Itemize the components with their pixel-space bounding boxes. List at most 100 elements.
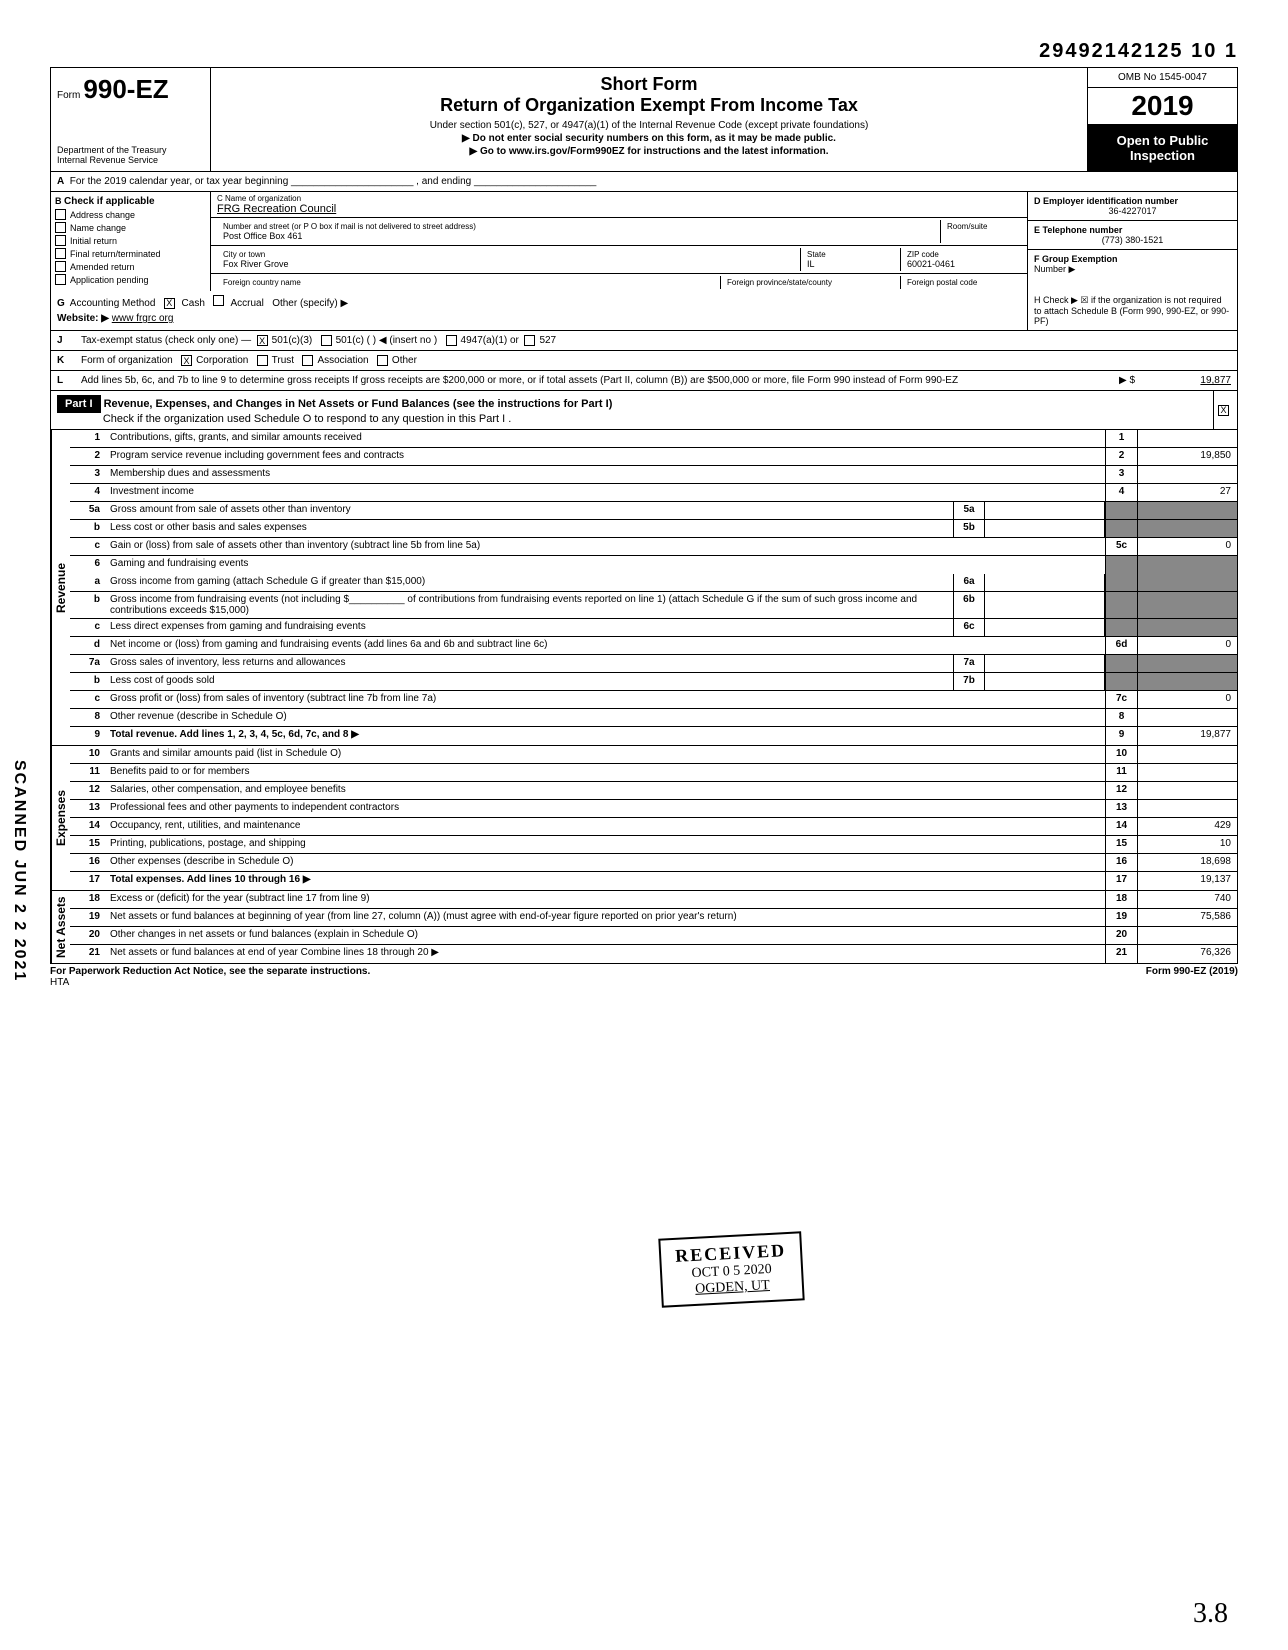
line-3: 3Membership dues and assessments3 xyxy=(70,466,1237,484)
line-13: 13Professional fees and other payments t… xyxy=(70,800,1237,818)
line-5c: cGain or (loss) from sale of assets othe… xyxy=(70,538,1237,556)
L-arrow: ▶ $ xyxy=(1119,375,1135,386)
line-21: 21Net assets or fund balances at end of … xyxy=(70,945,1237,963)
cb-label-0: Address change xyxy=(70,210,135,220)
H-text: H Check ▶ ☒ if the organization is not r… xyxy=(1027,291,1237,330)
room-label: Room/suite xyxy=(947,222,1015,231)
line-16: 16Other expenses (describe in Schedule O… xyxy=(70,854,1237,872)
scanned-stamp: SCANNED JUN 2 2 2021 xyxy=(10,760,28,982)
cb-accrual[interactable] xyxy=(213,295,224,306)
line-2: 2Program service revenue including gover… xyxy=(70,448,1237,466)
cb-name-change[interactable]: Name change xyxy=(55,222,206,233)
org-state: IL xyxy=(807,259,894,269)
col-C: C Name of organization FRG Recreation Co… xyxy=(211,192,1027,291)
K-label: K xyxy=(57,355,73,366)
col-DEF: D Employer identification number36-42270… xyxy=(1027,192,1237,291)
footer-paperwork: For Paperwork Reduction Act Notice, see … xyxy=(50,966,370,977)
title-return: Return of Organization Exempt From Incom… xyxy=(221,95,1077,116)
subtitle-url: ▶ Go to www.irs.gov/Form990EZ for instru… xyxy=(221,146,1077,157)
line-6c: cLess direct expenses from gaming and fu… xyxy=(70,619,1237,637)
header-left: Form 990-EZ Department of the Treasury I… xyxy=(51,68,211,171)
row-A-text: For the 2019 calendar year, or tax year … xyxy=(70,176,597,187)
cb-application-pending[interactable]: Application pending xyxy=(55,274,206,285)
cb-other[interactable] xyxy=(377,355,388,366)
part1-header-row: Part I Revenue, Expenses, and Changes in… xyxy=(50,391,1238,430)
line-10: 10Grants and similar amounts paid (list … xyxy=(70,746,1237,764)
B-label: B xyxy=(55,196,62,206)
row-G-H: G Accounting Method X Cash Accrual Other… xyxy=(50,291,1238,331)
line-12: 12Salaries, other compensation, and empl… xyxy=(70,782,1237,800)
foreign-postal-label: Foreign postal code xyxy=(907,278,1015,287)
L-label: L xyxy=(57,375,73,386)
col-B: B Check if applicable Address change Nam… xyxy=(51,192,211,291)
irs-label: Internal Revenue Service xyxy=(57,155,204,165)
website-label: Website: ▶ xyxy=(57,313,109,324)
org-address: Post Office Box 461 xyxy=(223,231,934,241)
F-number-label: Number ▶ xyxy=(1034,264,1075,274)
J-label: J xyxy=(57,335,73,346)
line-15: 15Printing, publications, postage, and s… xyxy=(70,836,1237,854)
form-header: Form 990-EZ Department of the Treasury I… xyxy=(50,67,1238,172)
line-1: 1Contributions, gifts, grants, and simil… xyxy=(70,430,1237,448)
foreign-country-label: Foreign country name xyxy=(223,278,714,287)
form-prefix: Form xyxy=(57,90,80,101)
header-title-block: Short Form Return of Organization Exempt… xyxy=(211,68,1087,171)
header-right: OMB No 1545-0047 2019 Open to Public Ins… xyxy=(1087,68,1237,171)
open-line2: Inspection xyxy=(1092,148,1233,163)
netassets-vert-label: Net Assets xyxy=(51,891,70,963)
cb-address-change[interactable]: Address change xyxy=(55,209,206,220)
form-number: 990-EZ xyxy=(83,74,168,104)
part1-checkbox[interactable]: X xyxy=(1213,391,1237,429)
line-4: 4Investment income427 xyxy=(70,484,1237,502)
cb-amended[interactable]: Amended return xyxy=(55,261,206,272)
accrual-label: Accrual xyxy=(230,298,263,309)
cb-trust[interactable] xyxy=(257,355,268,366)
L-text: Add lines 5b, 6c, and 7b to line 9 to de… xyxy=(81,375,1113,386)
expenses-section: Expenses 10Grants and similar amounts pa… xyxy=(50,746,1238,891)
line-9: 9Total revenue. Add lines 1, 2, 3, 4, 5c… xyxy=(70,727,1237,745)
line-20: 20Other changes in net assets or fund ba… xyxy=(70,927,1237,945)
row-L: L Add lines 5b, 6c, and 7b to line 9 to … xyxy=(50,371,1238,391)
org-name: FRG Recreation Council xyxy=(217,203,1021,215)
line-6d: dNet income or (loss) from gaming and fu… xyxy=(70,637,1237,655)
line-17: 17Total expenses. Add lines 10 through 1… xyxy=(70,872,1237,890)
cb-cash[interactable]: X xyxy=(164,298,175,309)
footer: For Paperwork Reduction Act Notice, see … xyxy=(50,966,1238,988)
line-7a: 7aGross sales of inventory, less returns… xyxy=(70,655,1237,673)
C-name-label: C Name of organization xyxy=(217,194,1021,203)
row-A: A For the 2019 calendar year, or tax yea… xyxy=(50,172,1238,192)
cb-corp[interactable]: X xyxy=(181,355,192,366)
cb-final-return[interactable]: Final return/terminated xyxy=(55,248,206,259)
footer-form-ref: Form 990-EZ (2019) xyxy=(1146,966,1238,988)
footer-hta: HTA xyxy=(50,977,69,988)
subtitle-code: Under section 501(c), 527, or 4947(a)(1)… xyxy=(221,120,1077,131)
L-gross-receipts: 19,877 xyxy=(1141,375,1231,386)
ein-value: 36-4227017 xyxy=(1034,206,1231,216)
tax-year: 2019 xyxy=(1088,88,1237,125)
cb-label-1: Name change xyxy=(70,223,126,233)
cb-4947[interactable] xyxy=(446,335,457,346)
cash-label: Cash xyxy=(182,298,205,309)
cb-527[interactable] xyxy=(524,335,535,346)
cb-assoc[interactable] xyxy=(302,355,313,366)
expenses-vert-label: Expenses xyxy=(51,746,70,890)
line-6b: bGross income from fundraising events (n… xyxy=(70,592,1237,619)
line-5b: bLess cost or other basis and sales expe… xyxy=(70,520,1237,538)
title-short-form: Short Form xyxy=(221,74,1077,95)
received-stamp: RECEIVED OCT 0 5 2020 OGDEN, UT xyxy=(658,1231,804,1307)
main-info-block: B Check if applicable Address change Nam… xyxy=(50,192,1238,291)
row-A-label: A xyxy=(57,176,64,187)
line-19: 19Net assets or fund balances at beginni… xyxy=(70,909,1237,927)
phone-value: (773) 380-1521 xyxy=(1034,235,1231,245)
cb-initial-return[interactable]: Initial return xyxy=(55,235,206,246)
cb-501c3[interactable]: X xyxy=(257,335,268,346)
line-14: 14Occupancy, rent, utilities, and mainte… xyxy=(70,818,1237,836)
revenue-vert-label: Revenue xyxy=(51,430,70,745)
corp-label: Corporation xyxy=(196,355,248,366)
open-to-public: Open to Public Inspection xyxy=(1088,125,1237,171)
C-addr-label: Number and street (or P O box if mail is… xyxy=(223,222,934,231)
line-6: 6Gaming and fundraising events xyxy=(70,556,1237,574)
subtitle-ssn: ▶ Do not enter social security numbers o… xyxy=(221,133,1077,144)
website-value: www frgrc org xyxy=(112,313,174,324)
cb-501c[interactable] xyxy=(321,335,332,346)
